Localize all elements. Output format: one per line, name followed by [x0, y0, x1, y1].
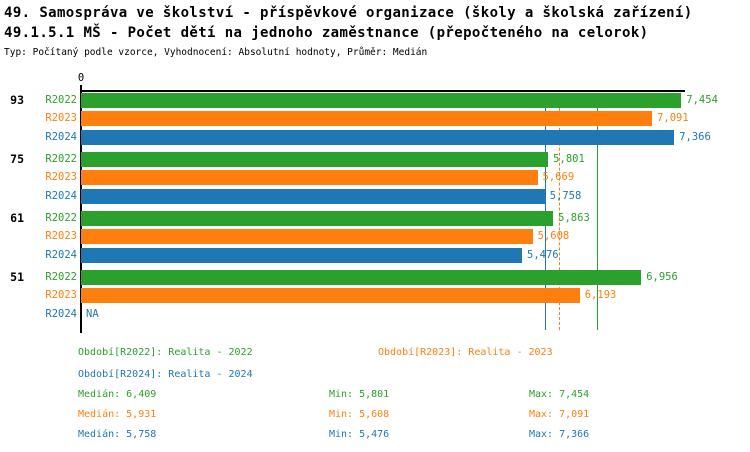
report-type-info: Typ: Počítaný podle vzorce, Vyhodnocení:…: [4, 47, 428, 58]
bar-51-r2022: [81, 270, 642, 285]
series-label-75-r2024: R2024: [45, 189, 77, 202]
bar-51-r2023: [81, 288, 580, 304]
value-label-75-r2022: 5,801: [553, 153, 585, 165]
series-label-93-r2024: R2024: [45, 130, 77, 143]
value-label-61-r2022: 5,863: [558, 212, 590, 224]
stat-r2024-min: Min: 5,476: [329, 429, 390, 440]
group-label-93: 93: [10, 93, 24, 107]
value-label-51-r2022: 6,956: [646, 271, 678, 283]
group-label-75: 75: [10, 152, 24, 166]
series-label-51-r2024: R2024: [45, 307, 77, 320]
bar-75-r2024: [81, 188, 545, 204]
legend-item-r2023: Období[R2023]: Realita - 2023: [378, 347, 553, 358]
stat-r2023-max: Max: 7,091: [529, 409, 590, 420]
report-title-line2: 49.1.5.1 MŠ - Počet dětí na jednoho zamě…: [4, 25, 649, 41]
value-label-51-r2024: NA: [86, 307, 99, 320]
median-line-r2022: [597, 93, 599, 330]
bar-61-r2024: [81, 247, 522, 263]
bar-93-r2022: [81, 93, 682, 108]
group-label-61: 61: [10, 211, 24, 225]
plot-area: 93 R2022 7,454 R2023 7,091 R2024 7,366 75 R2022 5…: [10, 93, 718, 330]
stat-r2023-min: Min: 5,608: [329, 409, 390, 420]
bar-93-r2024: [81, 129, 675, 145]
value-label-61-r2024: 5,476: [527, 248, 559, 261]
group-label-51: 51: [10, 270, 24, 284]
series-label-93-r2022: R2022: [45, 94, 77, 106]
series-label-51-r2023: R2023: [45, 289, 77, 302]
series-label-61-r2023: R2023: [45, 230, 77, 243]
report-title-line1: 49. Samospráva ve školství - příspěvkové…: [4, 5, 693, 21]
series-label-51-r2022: R2022: [45, 271, 77, 283]
value-label-93-r2024: 7,366: [679, 130, 711, 143]
x-axis-zero-label: 0: [77, 72, 85, 84]
value-label-75-r2024: 5,758: [549, 189, 582, 202]
bar-75-r2023: [81, 170, 538, 186]
bar-75-r2022: [81, 152, 549, 167]
median-line-r2023: [558, 93, 560, 330]
value-label-93-r2023: 7,091: [657, 112, 689, 125]
stat-r2024-median: Medián: 5,758: [78, 429, 157, 440]
stat-r2022-max: Max: 7,454: [529, 389, 590, 400]
series-label-75-r2023: R2023: [45, 171, 77, 184]
legend-item-r2022: Období[R2022]: Realita - 2022: [78, 347, 253, 358]
stat-r2023-median: Medián: 5,931: [78, 409, 157, 420]
stat-r2022-min: Min: 5,801: [329, 389, 390, 400]
value-label-51-r2023: 6,193: [584, 289, 617, 302]
stat-r2024-max: Max: 7,366: [529, 429, 590, 440]
stat-r2022-median: Medián: 6,409: [78, 389, 157, 400]
value-label-75-r2023: 5,669: [542, 171, 575, 184]
legend-item-r2024: Období[R2024]: Realita - 2024: [78, 369, 253, 380]
bar-61-r2023: [81, 229, 533, 245]
series-label-61-r2024: R2024: [45, 248, 77, 261]
bar-93-r2023: [81, 111, 653, 127]
x-axis-line: [81, 90, 685, 92]
y-axis-line: [80, 85, 82, 333]
series-label-75-r2022: R2022: [45, 153, 77, 165]
series-label-61-r2022: R2022: [45, 212, 77, 224]
bar-61-r2022: [81, 211, 554, 226]
series-label-93-r2023: R2023: [45, 112, 77, 125]
value-label-61-r2023: 5,608: [537, 230, 570, 243]
value-label-93-r2022: 7,454: [686, 94, 718, 106]
